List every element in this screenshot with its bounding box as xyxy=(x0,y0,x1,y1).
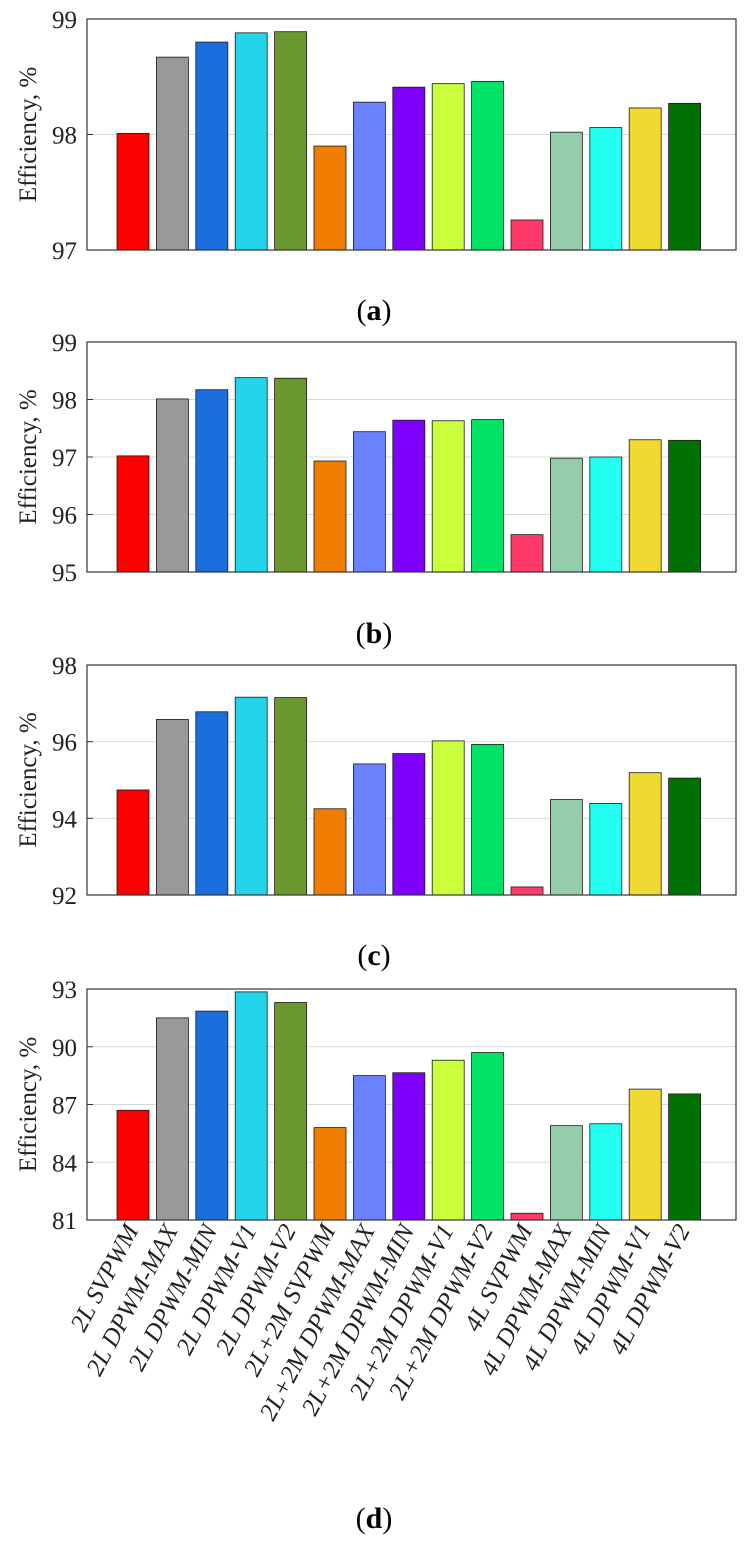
panel-a: 97 98 99 Efficiency, % (a) xyxy=(15,7,737,327)
y-tick-label: 98 xyxy=(52,388,77,415)
bar-d-10 xyxy=(471,1052,505,1221)
panel-label: (c) xyxy=(357,939,390,972)
bar-a-2 xyxy=(155,56,189,251)
bar-a-9 xyxy=(431,83,465,251)
panel-b: 95 96 97 98 99 Efficiency, % (b) xyxy=(15,330,737,650)
bar-d-15 xyxy=(668,1093,701,1221)
y-tick-label: 98 xyxy=(52,123,77,150)
bar-d-13 xyxy=(589,1123,623,1221)
y-tick-label: 99 xyxy=(52,330,77,357)
y-tick-label: 97 xyxy=(52,238,77,265)
axes-box xyxy=(86,664,737,896)
bar-c-4 xyxy=(234,696,268,896)
bar-a-1 xyxy=(116,132,150,251)
bar-a-8 xyxy=(392,86,426,251)
bar-a-3 xyxy=(195,41,229,251)
bar-d-5 xyxy=(274,1002,308,1221)
bar-a-7 xyxy=(352,101,386,251)
y-tick-label: 95 xyxy=(52,560,77,587)
bar-d-14 xyxy=(628,1088,662,1221)
bar-b-10 xyxy=(471,419,505,573)
bar-a-12 xyxy=(550,131,583,251)
y-tick-label: 97 xyxy=(52,445,77,472)
bar-d-12 xyxy=(550,1125,583,1221)
bar-c-6 xyxy=(313,808,347,896)
bar-c-15 xyxy=(668,777,701,896)
bar-a-5 xyxy=(274,31,308,251)
bar-c-3 xyxy=(195,711,229,896)
bar-b-3 xyxy=(195,389,229,573)
y-tick-label: 98 xyxy=(52,653,77,680)
bar-a-4 xyxy=(234,32,268,251)
bar-a-14 xyxy=(628,107,662,251)
bar-d-11 xyxy=(510,1212,544,1221)
bar-c-11 xyxy=(510,886,544,896)
y-tick-label: 93 xyxy=(52,977,77,1004)
bar-a-6 xyxy=(313,145,347,251)
bar-d-8 xyxy=(392,1072,426,1221)
y-tick-label: 90 xyxy=(52,1035,77,1062)
bar-b-8 xyxy=(392,419,426,573)
y-tick-label: 87 xyxy=(52,1093,77,1120)
axes-box xyxy=(86,988,737,1221)
bar-b-14 xyxy=(628,439,662,573)
y-axis-label: Efficiency, % xyxy=(15,389,42,524)
bar-d-9 xyxy=(431,1059,465,1221)
bar-d-1 xyxy=(116,1109,150,1221)
bar-b-15 xyxy=(668,439,701,573)
bar-a-11 xyxy=(510,219,544,251)
bar-c-2 xyxy=(155,719,189,896)
bar-c-7 xyxy=(352,763,386,896)
bar-c-9 xyxy=(431,740,465,896)
bar-b-11 xyxy=(510,534,544,573)
bar-d-3 xyxy=(195,1010,229,1221)
bar-b-13 xyxy=(589,456,623,573)
bar-b-4 xyxy=(234,377,268,573)
y-tick-label: 84 xyxy=(52,1150,78,1177)
y-axis-label: Efficiency, % xyxy=(15,712,42,847)
bar-c-14 xyxy=(628,772,662,896)
y-tick-label: 94 xyxy=(52,806,78,833)
bar-c-1 xyxy=(116,789,150,896)
bar-a-13 xyxy=(589,127,623,251)
bar-b-1 xyxy=(116,455,150,573)
panel-label: (b) xyxy=(356,617,393,650)
bar-c-10 xyxy=(471,743,505,896)
panel-label: (a) xyxy=(357,294,392,327)
y-axis-label: Efficiency, % xyxy=(15,67,42,202)
bar-b-5 xyxy=(274,377,308,573)
y-axis-label: Efficiency, % xyxy=(15,1037,42,1172)
panel-label: (d) xyxy=(356,1502,393,1535)
bar-b-9 xyxy=(431,420,465,573)
bar-b-12 xyxy=(550,457,583,573)
axes-box xyxy=(86,18,737,251)
bar-b-7 xyxy=(352,431,386,573)
bar-c-13 xyxy=(589,802,623,896)
bar-d-6 xyxy=(313,1127,347,1221)
y-tick-label: 96 xyxy=(52,503,77,530)
bar-d-2 xyxy=(155,1017,189,1221)
axes-box xyxy=(86,341,737,573)
y-tick-label: 99 xyxy=(52,7,77,34)
y-tick-label: 92 xyxy=(52,883,77,910)
bar-d-4 xyxy=(234,991,268,1221)
bar-c-12 xyxy=(550,799,583,896)
bar-b-6 xyxy=(313,460,347,573)
bar-d-7 xyxy=(352,1075,386,1221)
bar-b-2 xyxy=(155,398,189,573)
bar-a-15 xyxy=(668,102,701,251)
bar-c-8 xyxy=(392,753,426,896)
bar-c-5 xyxy=(274,697,308,896)
bar-a-10 xyxy=(471,80,505,251)
panel-c: 92 94 96 98 Efficiency, % (c) xyxy=(15,653,737,972)
y-tick-label: 96 xyxy=(52,730,77,757)
y-tick-label: 81 xyxy=(52,1208,77,1235)
